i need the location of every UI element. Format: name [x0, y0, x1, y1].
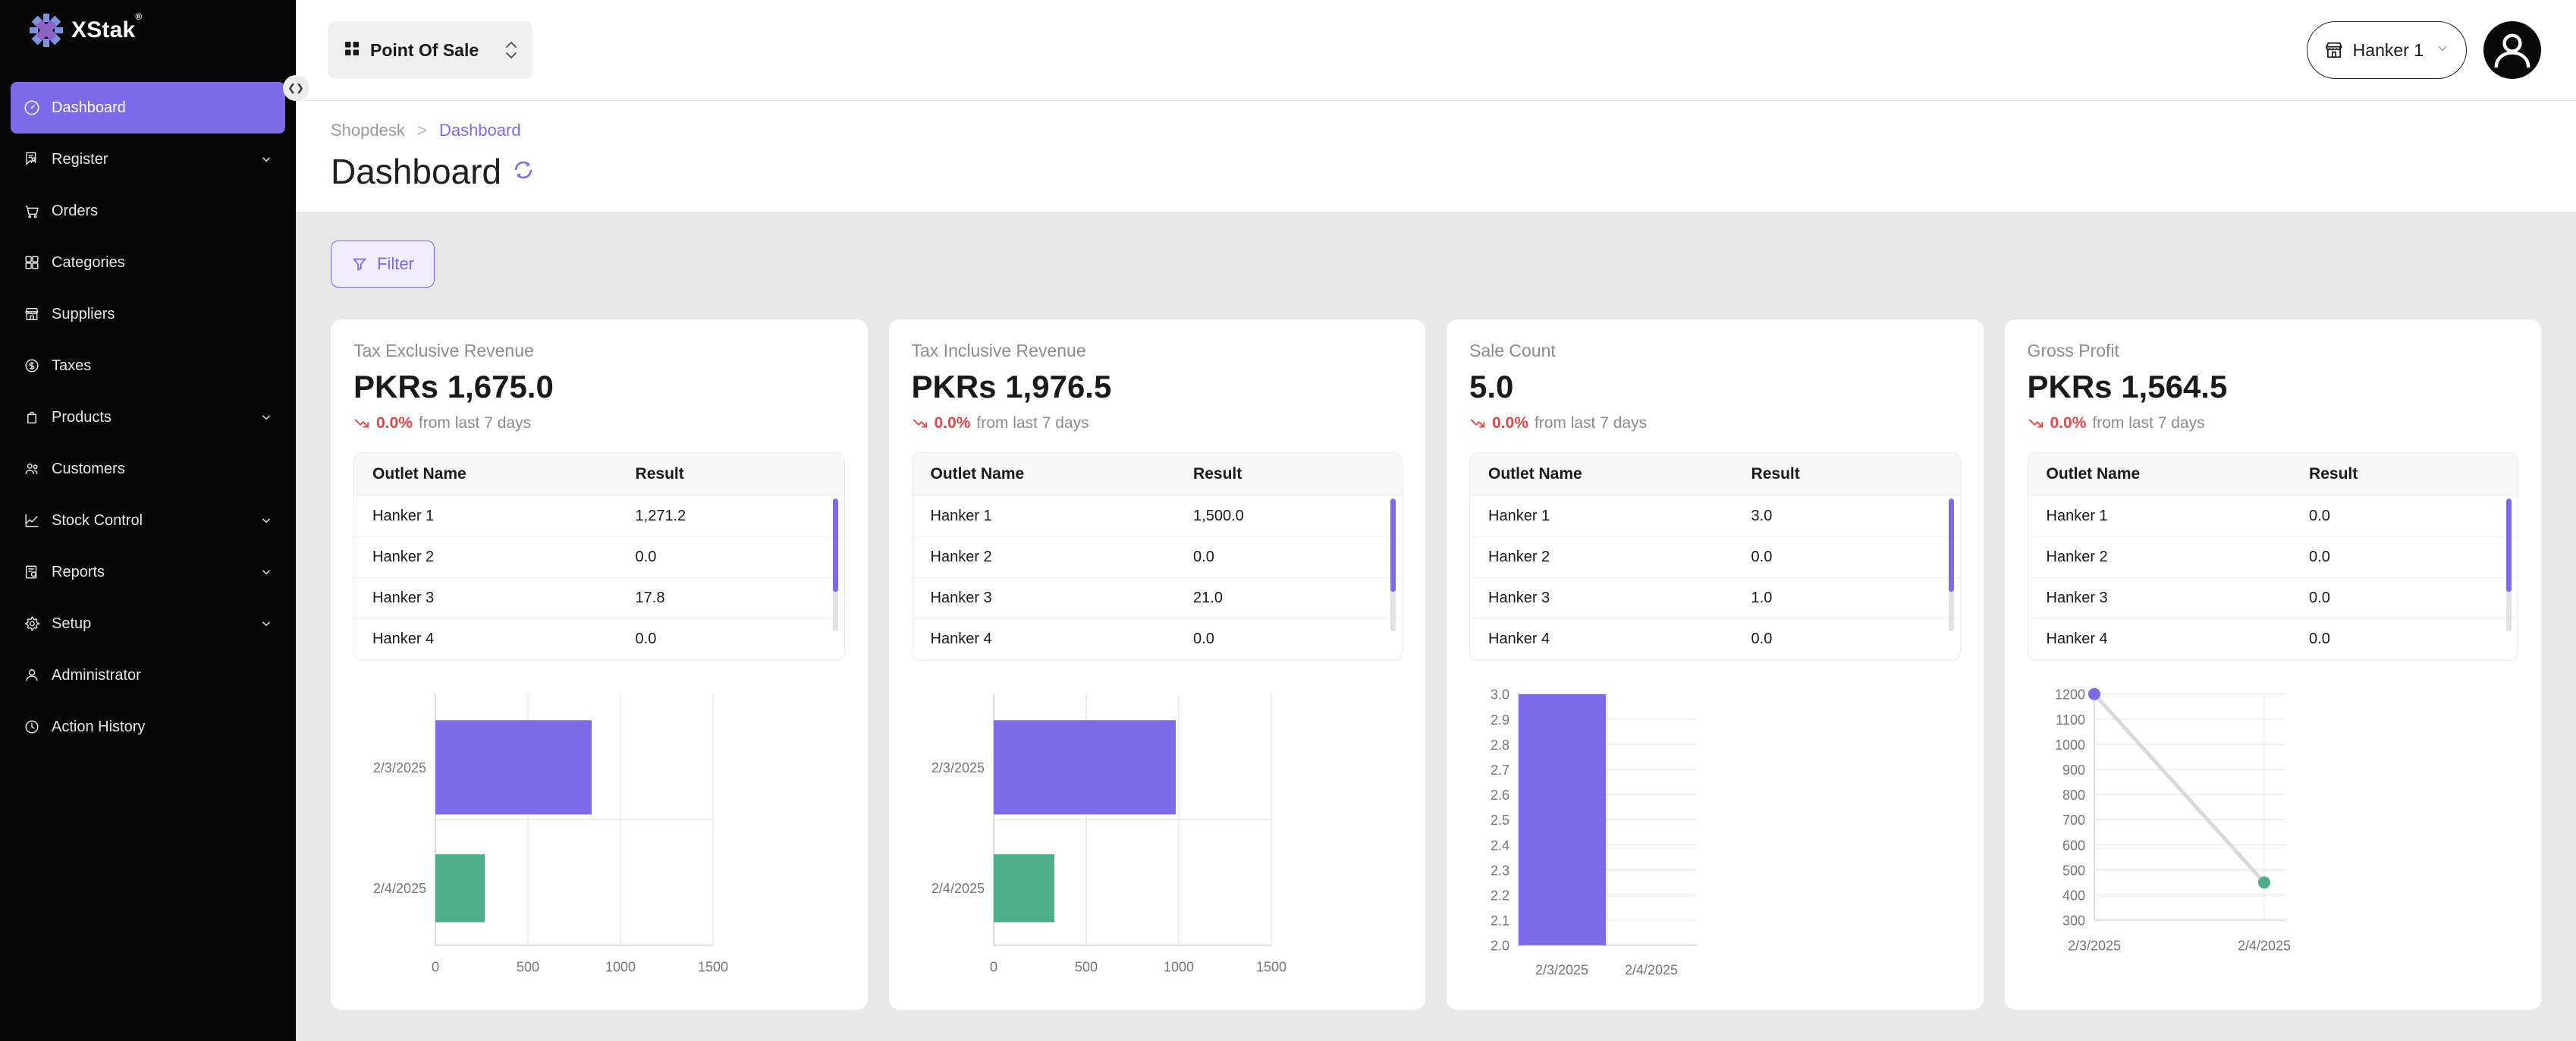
svg-text:2/3/2025: 2/3/2025 [373, 760, 426, 775]
svg-text:2/3/2025: 2/3/2025 [1535, 962, 1588, 977]
svg-text:1000: 1000 [605, 959, 636, 974]
svg-text:2.7: 2.7 [1491, 763, 1509, 778]
svg-text:0: 0 [432, 959, 439, 974]
svg-text:800: 800 [2062, 788, 2084, 803]
svg-text:500: 500 [2062, 863, 2084, 878]
svg-text:700: 700 [2062, 813, 2084, 828]
svg-text:2/4/2025: 2/4/2025 [2237, 939, 2290, 954]
svg-text:3.0: 3.0 [1491, 687, 1509, 703]
svg-text:2.2: 2.2 [1491, 888, 1509, 904]
svg-text:2/4/2025: 2/4/2025 [1625, 962, 1678, 977]
svg-text:2/3/2025: 2/3/2025 [2067, 939, 2120, 954]
svg-text:2.5: 2.5 [1491, 813, 1509, 828]
svg-text:1000: 1000 [2054, 738, 2084, 753]
svg-text:2/3/2025: 2/3/2025 [931, 760, 984, 775]
svg-text:900: 900 [2062, 763, 2084, 778]
svg-text:500: 500 [1074, 959, 1097, 974]
svg-text:2.8: 2.8 [1491, 738, 1509, 753]
svg-text:2.9: 2.9 [1491, 712, 1509, 728]
svg-text:600: 600 [2062, 838, 2084, 853]
svg-text:2.0: 2.0 [1491, 939, 1509, 954]
svg-text:500: 500 [517, 959, 539, 974]
svg-text:1000: 1000 [1163, 959, 1193, 974]
svg-text:1200: 1200 [2054, 687, 2084, 703]
svg-text:2/4/2025: 2/4/2025 [931, 881, 984, 896]
svg-text:1500: 1500 [698, 959, 728, 974]
svg-text:1100: 1100 [2056, 712, 2085, 728]
svg-text:2.4: 2.4 [1491, 838, 1509, 853]
svg-text:0: 0 [989, 959, 997, 974]
svg-text:1500: 1500 [1255, 959, 1286, 974]
svg-text:400: 400 [2062, 888, 2084, 904]
svg-text:2.6: 2.6 [1491, 788, 1509, 803]
svg-text:2.1: 2.1 [1491, 914, 1509, 929]
svg-text:300: 300 [2062, 914, 2084, 929]
svg-text:2/4/2025: 2/4/2025 [373, 881, 426, 896]
svg-text:2.3: 2.3 [1491, 863, 1509, 878]
